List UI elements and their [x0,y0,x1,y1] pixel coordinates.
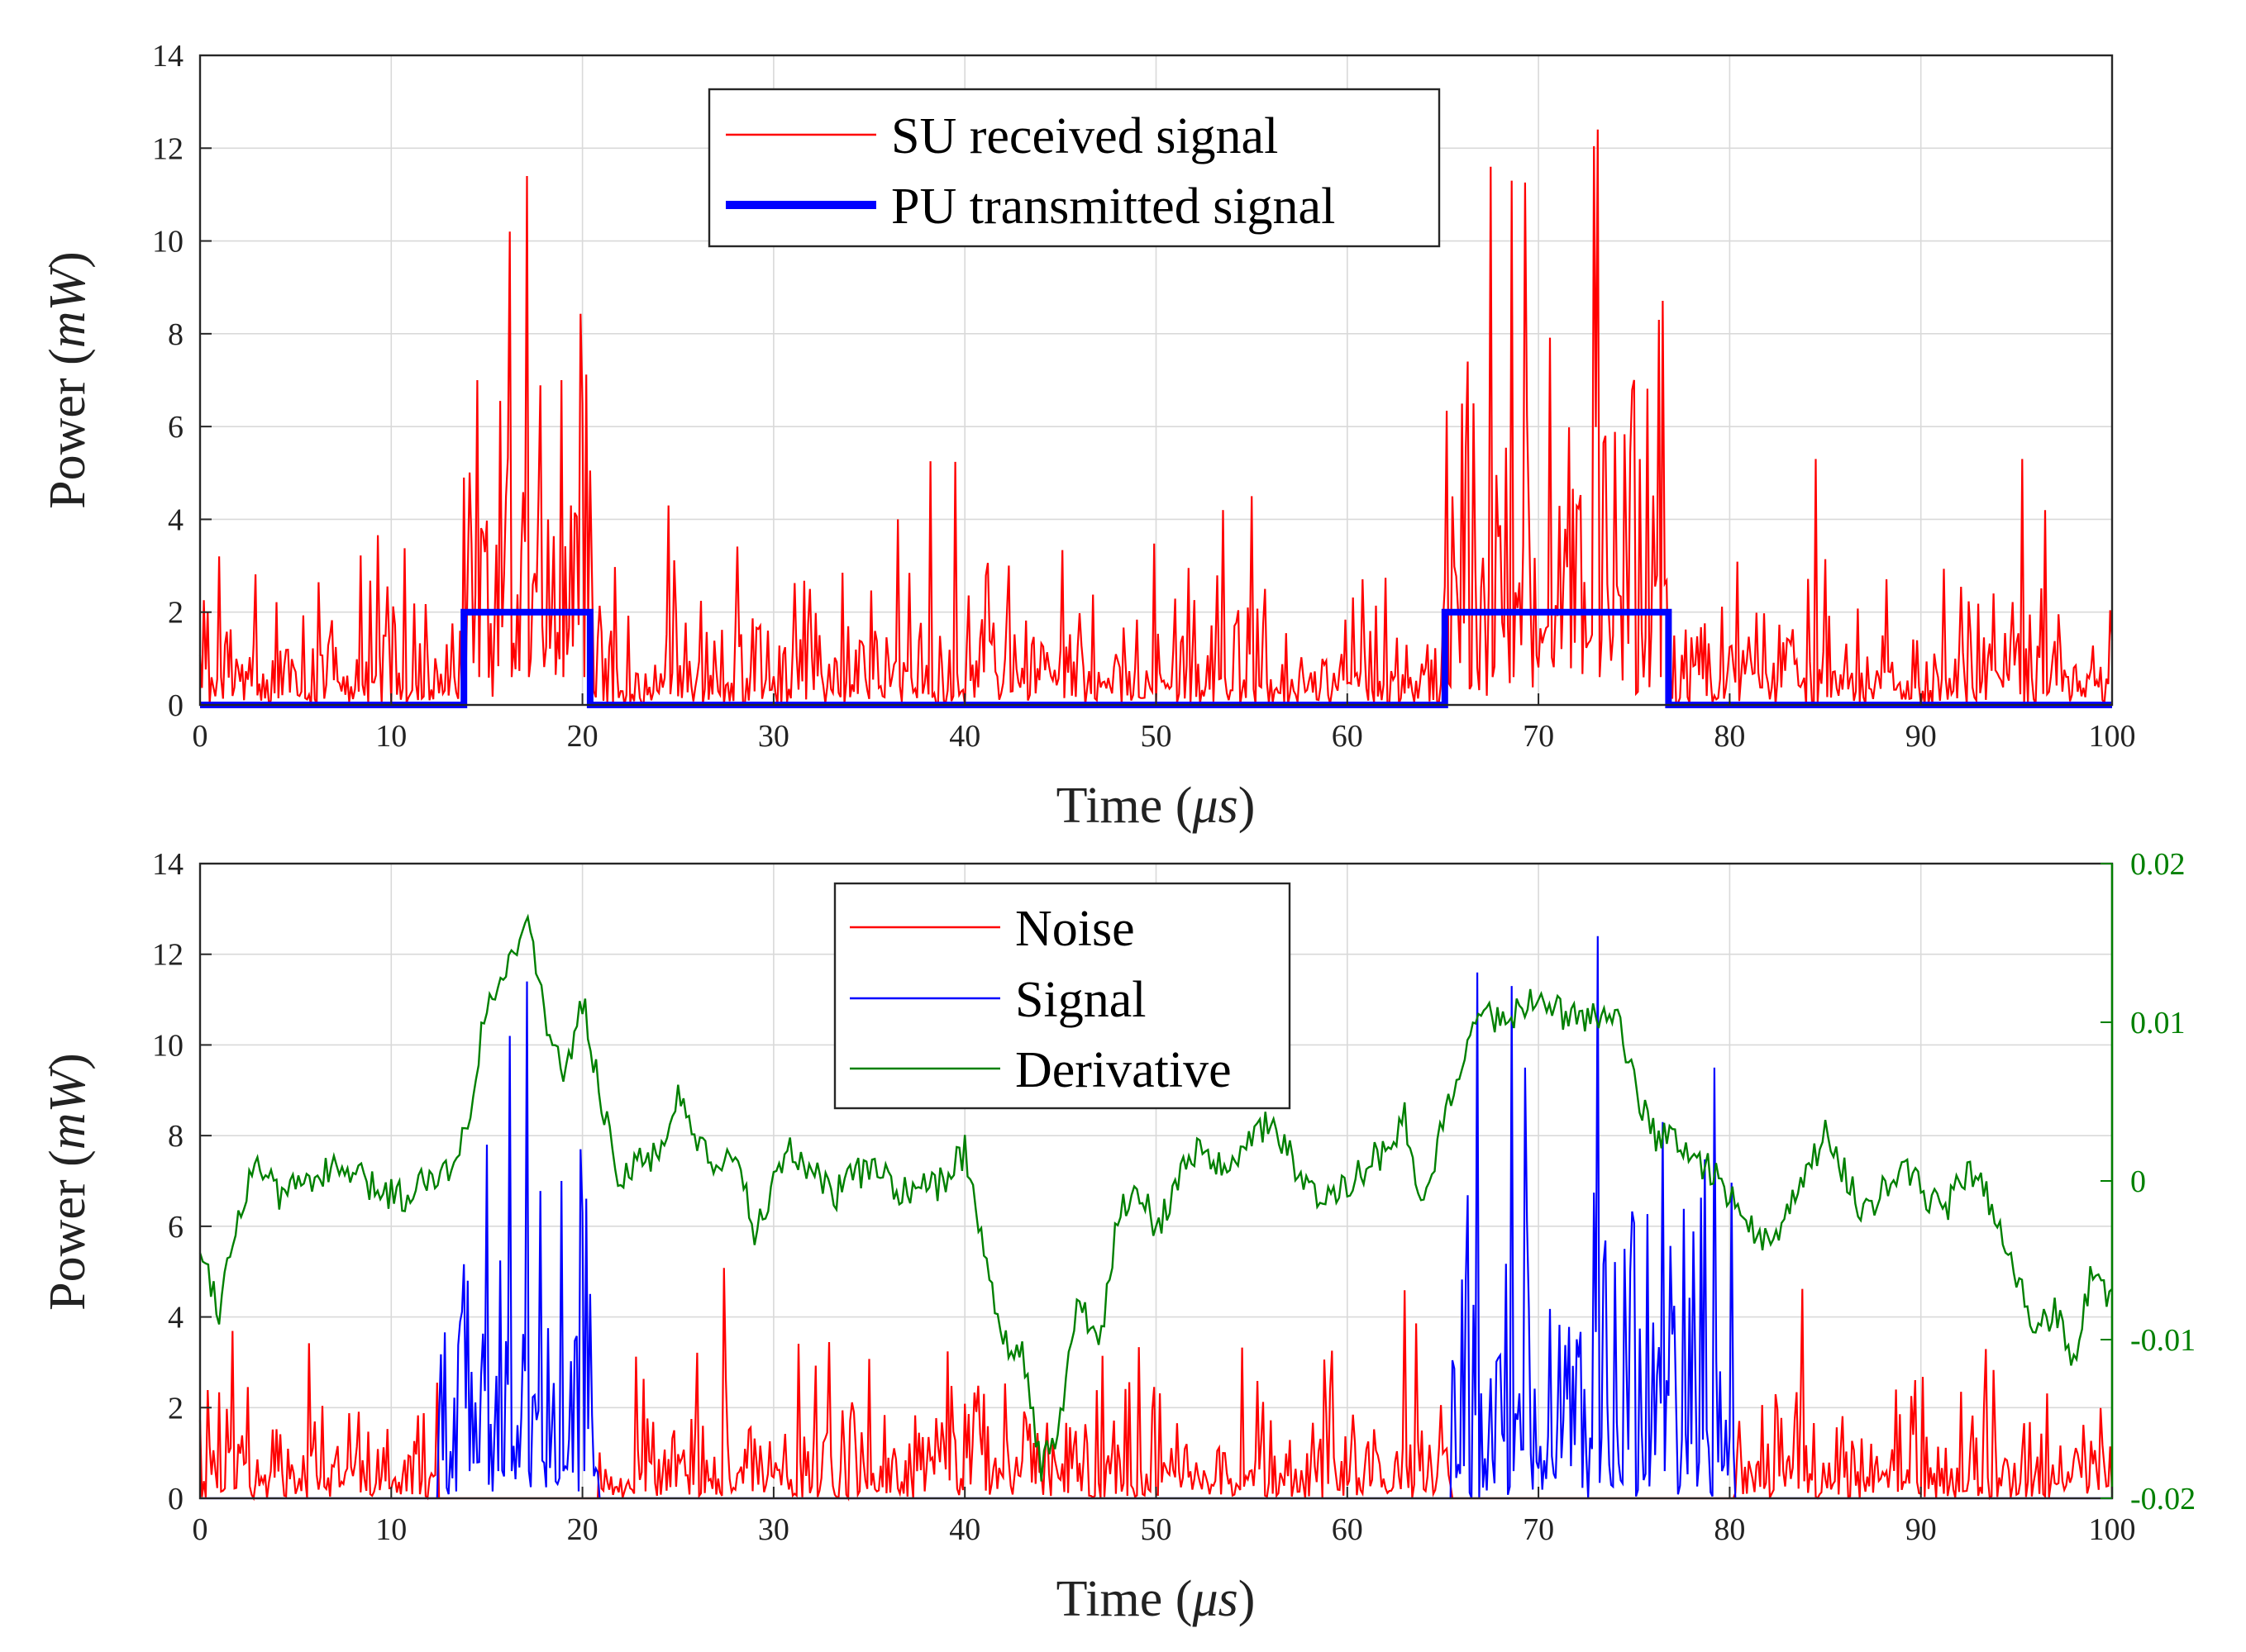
bottom-y-tick-label: 14 [152,847,184,882]
bottom-y-ticks: 0 2 4 6 8 10 12 14 [152,847,212,1516]
top-legend-label-su: SU received signal [891,108,1278,164]
bottom-x-tick-label: 0 [193,1512,208,1547]
bottom-legend: Noise Signal Derivative [833,882,1291,1110]
bottom-y-tick-label: 4 [168,1301,184,1335]
top-legend-box [708,88,1441,248]
bottom-y-tick-label: 2 [168,1391,184,1426]
bottom-y2-tick-label: -0.01 [2130,1323,2196,1358]
top-x-tick-label: 60 [1332,719,1363,754]
top-x-tick-label: 90 [1905,719,1937,754]
top-y-tick-label: 2 [168,596,184,631]
bottom-series-derivative [198,913,2113,1482]
top-legend-label-pu: PU transmitted signal [891,179,1335,235]
bottom-x-tick-label: 90 [1905,1512,1937,1547]
top-y-tick-label: 0 [168,688,184,723]
bottom-x-tick-label: 30 [758,1512,789,1547]
bottom-legend-label-derivative: Derivative [1015,1042,1232,1098]
bottom-y-tick-label: 8 [168,1119,184,1154]
top-x-tick-label: 30 [758,719,789,754]
top-panel: 0 10 20 30 40 50 60 70 80 90 100 0 2 4 6 8 10 12 14 Time … [40,39,2136,834]
top-y-tick-label: 10 [152,225,184,259]
bottom-y2-ticks: -0.02 -0.01 0 0.01 0.02 [2101,847,2196,1516]
top-x-tick-label: 20 [567,719,598,754]
top-y-tick-label: 4 [168,502,184,537]
bottom-x-ticks: 0 10 20 30 40 50 60 70 80 90 100 [193,1487,2136,1547]
bottom-y2-tick-label: -0.02 [2130,1482,2196,1516]
top-x-tick-label: 70 [1523,719,1554,754]
top-legend: SU received signal PU transmitted signal [708,88,1441,248]
bottom-y2-tick-label: 0 [2130,1164,2146,1199]
top-y-tick-label: 6 [168,410,184,445]
top-x-tick-label: 0 [193,719,208,754]
top-x-tick-label: 50 [1141,719,1172,754]
bottom-x-tick-label: 50 [1141,1512,1172,1547]
bottom-x-tick-label: 60 [1332,1512,1363,1547]
top-y-tick-label: 14 [152,39,184,74]
top-y-tick-label: 12 [152,131,184,166]
top-x-tick-label: 40 [949,719,980,754]
top-x-tick-label: 10 [375,719,407,754]
top-x-tick-label: 80 [1714,719,1745,754]
bottom-y2-tick-label: 0.01 [2130,1006,2186,1040]
bottom-legend-label-signal: Signal [1015,972,1146,1028]
bottom-x-tick-label: 80 [1714,1512,1745,1547]
bottom-legend-label-noise: Noise [1015,901,1135,957]
bottom-y-tick-label: 10 [152,1028,184,1063]
bottom-x-tick-label: 10 [375,1512,407,1547]
bottom-panel: 0 10 20 30 40 50 60 70 80 90 100 0 2 4 6 8 10 12 14 -0.02… [40,847,2196,1627]
top-y-ticks: 0 2 4 6 8 10 12 14 [152,39,212,723]
bottom-x-tick-label: 40 [949,1512,980,1547]
top-y-tick-label: 8 [168,317,184,352]
bottom-x-tick-label: 100 [2089,1512,2136,1547]
bottom-x-axis-title: Time (μs) [1056,1571,1256,1627]
top-x-axis-title: Time (μs) [1056,778,1256,834]
bottom-y-tick-label: 6 [168,1210,184,1245]
top-x-ticks: 0 10 20 30 40 50 60 70 80 90 100 [193,693,2136,754]
bottom-y-axis-title: Power (mW) [40,1053,96,1311]
bottom-y-tick-label: 12 [152,938,184,973]
top-x-tick-label: 100 [2089,719,2136,754]
bottom-legend-box [833,882,1291,1110]
bottom-y-tick-label: 0 [168,1482,184,1516]
bottom-x-tick-label: 70 [1523,1512,1554,1547]
top-y-axis-title: Power (mW) [40,251,96,509]
bottom-y2-tick-label: 0.02 [2130,847,2186,882]
bottom-x-tick-label: 20 [567,1512,598,1547]
